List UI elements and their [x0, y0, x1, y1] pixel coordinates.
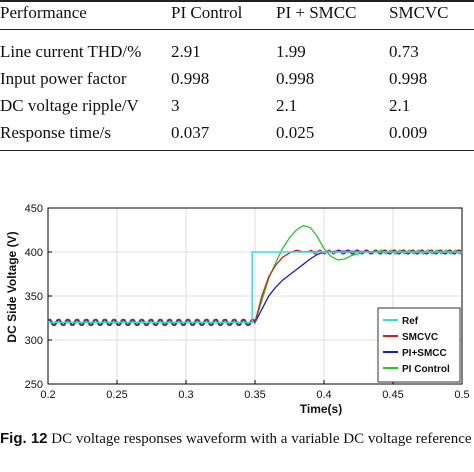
table-cell: Line current THD/%	[0, 42, 142, 61]
x-tick-label: 0.5	[454, 389, 469, 401]
y-tick-label: 350	[25, 291, 43, 303]
y-tick-label: 250	[25, 379, 43, 391]
voltage-response-chart: 0.2 0.25 0.3 0.35 0.4 0.45 0.5250300350400450 …	[5, 203, 470, 416]
y-axis-label: DC Side Voltage (V)	[5, 231, 19, 342]
header-cell: SMCVC	[389, 3, 449, 22]
legend-label: PI+SMCC	[402, 348, 447, 359]
ripple-smcvc	[47, 318, 256, 327]
x-tick-label: 0.2	[40, 389, 55, 401]
x-tick-label: 0.3	[178, 389, 193, 401]
figure-caption: Fig. 12 DC voltage responses waveform wi…	[0, 429, 472, 449]
header-cell: Performance	[0, 3, 87, 22]
table-row: Line current THD/% 2.91 1.99 0.73	[0, 40, 474, 64]
table-bottom-rule	[0, 150, 474, 151]
table-cell: 2.91	[171, 42, 201, 61]
y-tick-label: 400	[25, 247, 43, 259]
y-tick-label: 300	[25, 335, 43, 347]
figure-caption-text: DC voltage responses waveform with a var…	[51, 431, 472, 447]
table-cell: 0.998	[171, 69, 210, 88]
tick-layer: 0.2 0.25 0.3 0.35 0.4 0.45 0.5 250 300 350 400 450	[25, 203, 470, 401]
table-cell: 0.025	[276, 123, 315, 142]
table-cell: 1.99	[276, 42, 306, 61]
x-tick-label: 0.25	[106, 389, 127, 401]
series-layer	[48, 224, 462, 324]
table-cell: 2.1	[276, 96, 298, 115]
table-row: Input power factor 0.998 0.998 0.998	[0, 67, 474, 91]
table-row: DC voltage ripple/V 3 2.1 2.1	[0, 94, 474, 118]
x-tick-label: 0.4	[316, 389, 331, 401]
legend-box	[377, 307, 461, 383]
figure-label: Fig. 12	[0, 430, 48, 447]
table-cell: 2.1	[389, 96, 411, 115]
table-cell: 0.998	[276, 69, 315, 88]
legend-label: SMCVC	[402, 332, 438, 343]
table-header-row: Performance PI Control PI + SMCC SMCVC	[0, 1, 474, 25]
x-axis-label: Time(s)	[300, 402, 342, 416]
series-ref	[48, 251, 462, 324]
legend-label: Ref	[402, 316, 419, 327]
table-cell: 0.998	[389, 69, 428, 88]
x-tick-label: 0.35	[244, 389, 265, 401]
table-cell: DC voltage ripple/V	[0, 96, 139, 115]
y-tick-label: 450	[25, 203, 43, 215]
table-cell: Input power factor	[0, 69, 127, 88]
table-cell: 0.009	[389, 123, 428, 142]
table-cell: Response time/s	[0, 123, 111, 142]
table-top-rule	[0, 0, 474, 2]
table-cell: 3	[171, 96, 180, 115]
table-cell: 0.037	[171, 123, 210, 142]
legend-label: PI Control	[402, 364, 450, 375]
table-row: Response time/s 0.037 0.025 0.009	[0, 121, 474, 145]
table-cell: 0.73	[389, 42, 419, 61]
chart-legend: Ref SMCVC PI+SMCC PI Control	[377, 307, 461, 383]
x-tick-label: 0.45	[382, 389, 403, 401]
table-header-rule	[0, 29, 474, 30]
header-cell: PI + SMCC	[276, 3, 357, 22]
header-cell: PI Control	[171, 3, 243, 22]
voltage-response-figure: 0.2 0.25 0.3 0.35 0.4 0.45 0.5 250 300 350 400 450 …	[0, 196, 474, 431]
